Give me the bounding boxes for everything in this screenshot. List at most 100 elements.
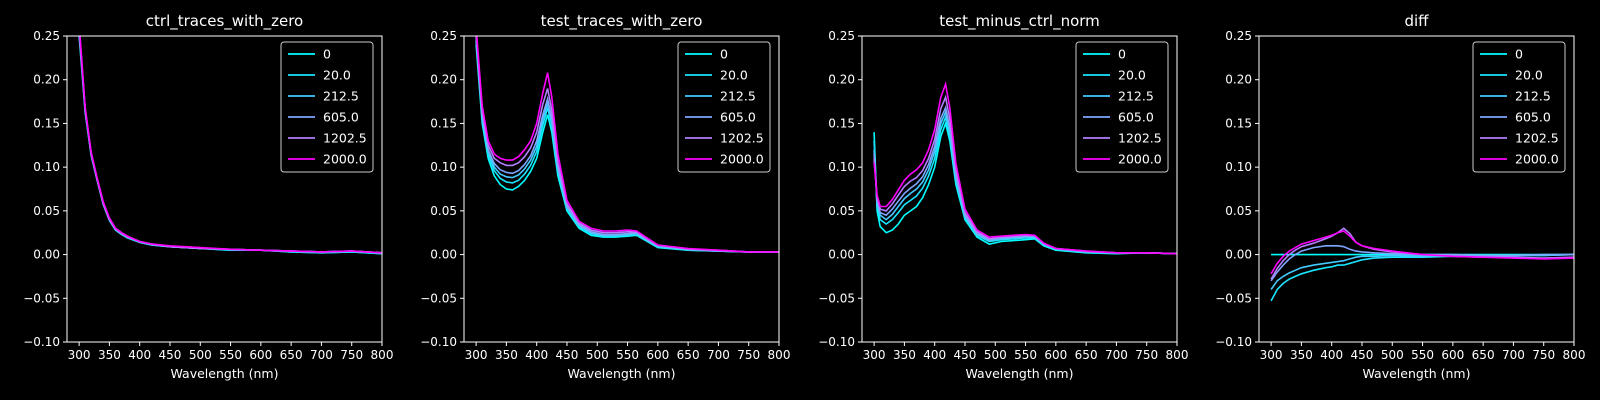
x-tick-label: 400 bbox=[1320, 348, 1343, 362]
axes-frame bbox=[1258, 35, 1575, 343]
x-tick-label: 650 bbox=[677, 348, 700, 362]
axes-frame bbox=[463, 35, 780, 343]
legend-label: 2000.0 bbox=[1118, 152, 1162, 167]
legend-label: 1202.5 bbox=[1118, 131, 1162, 146]
chart-title: diff bbox=[1404, 12, 1429, 30]
legend: 0 20.0 212.5 605.0 1202.5 2000.0 bbox=[677, 41, 771, 173]
y-tick-label: 0.00 bbox=[828, 248, 855, 262]
y-tick-label: −0.05 bbox=[1215, 291, 1252, 305]
y-tick-label: −0.10 bbox=[1215, 335, 1252, 349]
y-tick-label: 0.00 bbox=[430, 248, 457, 262]
y-tick-label: −0.05 bbox=[420, 291, 457, 305]
x-tick-label: 800 bbox=[768, 348, 791, 362]
x-tick-label: 350 bbox=[98, 348, 121, 362]
x-tick-label: 600 bbox=[249, 348, 272, 362]
legend-label: 605.0 bbox=[1118, 110, 1154, 125]
x-tick-label: 750 bbox=[737, 348, 760, 362]
x-tick-label: 700 bbox=[1105, 348, 1128, 362]
x-tick-label: 500 bbox=[984, 348, 1007, 362]
x-tick-label: 500 bbox=[1381, 348, 1404, 362]
legend-label: 1202.5 bbox=[1515, 131, 1559, 146]
chart-title: test_minus_ctrl_norm bbox=[939, 12, 1100, 31]
legend-label: 20.0 bbox=[1515, 68, 1543, 83]
x-tick-label: 600 bbox=[1044, 348, 1067, 362]
legend-label: 20.0 bbox=[720, 68, 748, 83]
x-tick-label: 400 bbox=[128, 348, 151, 362]
series-line-5 bbox=[873, 81, 1177, 255]
x-tick-label: 300 bbox=[68, 348, 91, 362]
chart-title: test_traces_with_zero bbox=[541, 12, 703, 31]
x-tick-label: 300 bbox=[1260, 348, 1283, 362]
y-tick-label: 0.25 bbox=[430, 29, 457, 43]
y-tick-label: 0.15 bbox=[828, 116, 855, 130]
x-tick-label: 600 bbox=[1441, 348, 1464, 362]
x-tick-label: 750 bbox=[1135, 348, 1158, 362]
y-tick-label: 0.15 bbox=[430, 116, 457, 130]
y-tick-label: −0.10 bbox=[420, 335, 457, 349]
x-tick-label: 700 bbox=[1502, 348, 1525, 362]
y-tick-label: 0.00 bbox=[1225, 248, 1252, 262]
chart-panel-1: test_traces_with_zero 300 350 400 450 500 550 6… bbox=[420, 12, 790, 381]
series-line-4 bbox=[1270, 227, 1574, 280]
y-tick-label: 0.10 bbox=[33, 160, 60, 174]
x-tick-label: 800 bbox=[371, 348, 394, 362]
chart-panel-3: diff 300 350 400 450 500 550 600 650 700 750 800 −0.… bbox=[1215, 12, 1585, 381]
y-tick-label: 0.20 bbox=[33, 73, 60, 87]
legend-label: 212.5 bbox=[323, 89, 359, 104]
x-tick-label: 600 bbox=[646, 348, 669, 362]
legend-label: 20.0 bbox=[323, 68, 351, 83]
x-tick-label: 500 bbox=[189, 348, 212, 362]
x-axis-label: Wavelength (nm) bbox=[568, 366, 676, 381]
x-tick-label: 350 bbox=[495, 348, 518, 362]
chart-panel-0: ctrl_traces_with_zero 300 350 400 450 500 550 6… bbox=[23, 12, 393, 381]
y-tick-label: 0.05 bbox=[33, 204, 60, 218]
x-tick-label: 550 bbox=[616, 348, 639, 362]
y-tick-label: −0.10 bbox=[818, 335, 855, 349]
x-tick-label: 650 bbox=[280, 348, 303, 362]
x-tick-label: 750 bbox=[340, 348, 363, 362]
y-tick-label: 0.05 bbox=[828, 204, 855, 218]
x-tick-label: 550 bbox=[219, 348, 242, 362]
x-axis-label: Wavelength (nm) bbox=[171, 366, 279, 381]
y-tick-label: 0.25 bbox=[1225, 29, 1252, 43]
legend-label: 0 bbox=[720, 47, 728, 62]
y-tick-label: 0.20 bbox=[430, 73, 457, 87]
y-tick-label: 0.20 bbox=[1225, 73, 1252, 87]
legend-label: 0 bbox=[323, 47, 331, 62]
x-tick-label: 450 bbox=[1351, 348, 1374, 362]
y-tick-label: 0.15 bbox=[1225, 116, 1252, 130]
y-tick-label: 0.20 bbox=[828, 73, 855, 87]
y-tick-label: −0.05 bbox=[818, 291, 855, 305]
x-axis-label: Wavelength (nm) bbox=[1363, 366, 1471, 381]
x-tick-label: 500 bbox=[586, 348, 609, 362]
y-tick-label: 0.25 bbox=[33, 29, 60, 43]
x-tick-label: 550 bbox=[1014, 348, 1037, 362]
legend-label: 2000.0 bbox=[1515, 152, 1559, 167]
legend: 0 20.0 212.5 605.0 1202.5 2000.0 bbox=[1472, 41, 1566, 173]
legend-label: 1202.5 bbox=[323, 131, 367, 146]
y-tick-label: 0.05 bbox=[430, 204, 457, 218]
y-tick-label: 0.15 bbox=[33, 116, 60, 130]
y-tick-label: 0.10 bbox=[828, 160, 855, 174]
x-tick-label: 350 bbox=[893, 348, 916, 362]
y-tick-label: 0.05 bbox=[1225, 204, 1252, 218]
x-tick-label: 700 bbox=[707, 348, 730, 362]
legend-label: 212.5 bbox=[720, 89, 756, 104]
y-tick-label: 0.10 bbox=[430, 160, 457, 174]
x-tick-label: 400 bbox=[923, 348, 946, 362]
x-tick-label: 450 bbox=[556, 348, 579, 362]
legend-label: 20.0 bbox=[1118, 68, 1146, 83]
legend-label: 2000.0 bbox=[720, 152, 764, 167]
legend-label: 2000.0 bbox=[323, 152, 367, 167]
y-tick-label: −0.05 bbox=[23, 291, 60, 305]
y-tick-label: 0.25 bbox=[828, 29, 855, 43]
series-line-2 bbox=[1270, 253, 1574, 290]
x-tick-label: 300 bbox=[863, 348, 886, 362]
axes-frame bbox=[861, 35, 1178, 343]
x-tick-label: 750 bbox=[1532, 348, 1555, 362]
legend-label: 212.5 bbox=[1515, 89, 1551, 104]
x-tick-label: 650 bbox=[1472, 348, 1495, 362]
x-tick-label: 550 bbox=[1411, 348, 1434, 362]
legend-label: 605.0 bbox=[1515, 110, 1551, 125]
